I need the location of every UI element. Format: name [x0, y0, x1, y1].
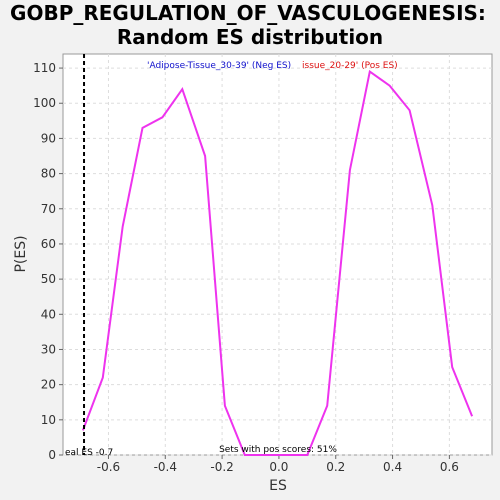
x-axis-title: ES: [269, 478, 287, 494]
y-tick-label: 90: [41, 131, 56, 145]
pos-scores-text: Sets with pos scores: 51%: [219, 445, 337, 455]
neg-es-label: 'Adipose-Tissue_30-39' (Neg ES): [147, 61, 291, 71]
chart-title-line2: Random ES distribution: [117, 25, 383, 49]
x-tick-label: -0.2: [210, 460, 233, 474]
y-tick-label: 80: [41, 167, 56, 181]
y-tick-label: 10: [41, 413, 56, 427]
x-tick-label: 0.2: [326, 460, 345, 474]
grid: [63, 54, 492, 456]
y-tick-label: 40: [41, 307, 56, 321]
y-tick-label: 0: [48, 448, 56, 462]
pos-es-label: issue_20-29' (Pos ES): [302, 61, 398, 71]
x-tick-label: 0.6: [440, 460, 459, 474]
y-tick-label: 50: [41, 272, 56, 286]
y-tick-label: 30: [41, 342, 56, 356]
y-tick-label: 70: [41, 202, 56, 216]
x-tick-label: -0.4: [154, 460, 177, 474]
real-es-label: eal ES -0.7: [65, 448, 113, 458]
y-axis-title: P(ES): [13, 235, 29, 272]
plot-area: [62, 53, 493, 456]
y-tick-label: 110: [33, 61, 56, 75]
x-tick-label: 0.4: [383, 460, 402, 474]
x-tick-label: 0.0: [269, 460, 288, 474]
y-tick-label: 20: [41, 378, 56, 392]
series-layer: [81, 69, 474, 456]
axis-ticks: 0 10 20 30 40 50 60 70 80 90 100 110 -0.6 -0.4 -0.2 0.0…: [33, 61, 459, 474]
y-tick-label: 60: [41, 237, 56, 251]
series-line: [81, 69, 474, 456]
chart-title-line1: GOBP_REGULATION_OF_VASCULOGENESIS:: [10, 1, 486, 25]
x-tick-label: -0.6: [97, 460, 120, 474]
y-tick-label: 100: [33, 96, 56, 110]
